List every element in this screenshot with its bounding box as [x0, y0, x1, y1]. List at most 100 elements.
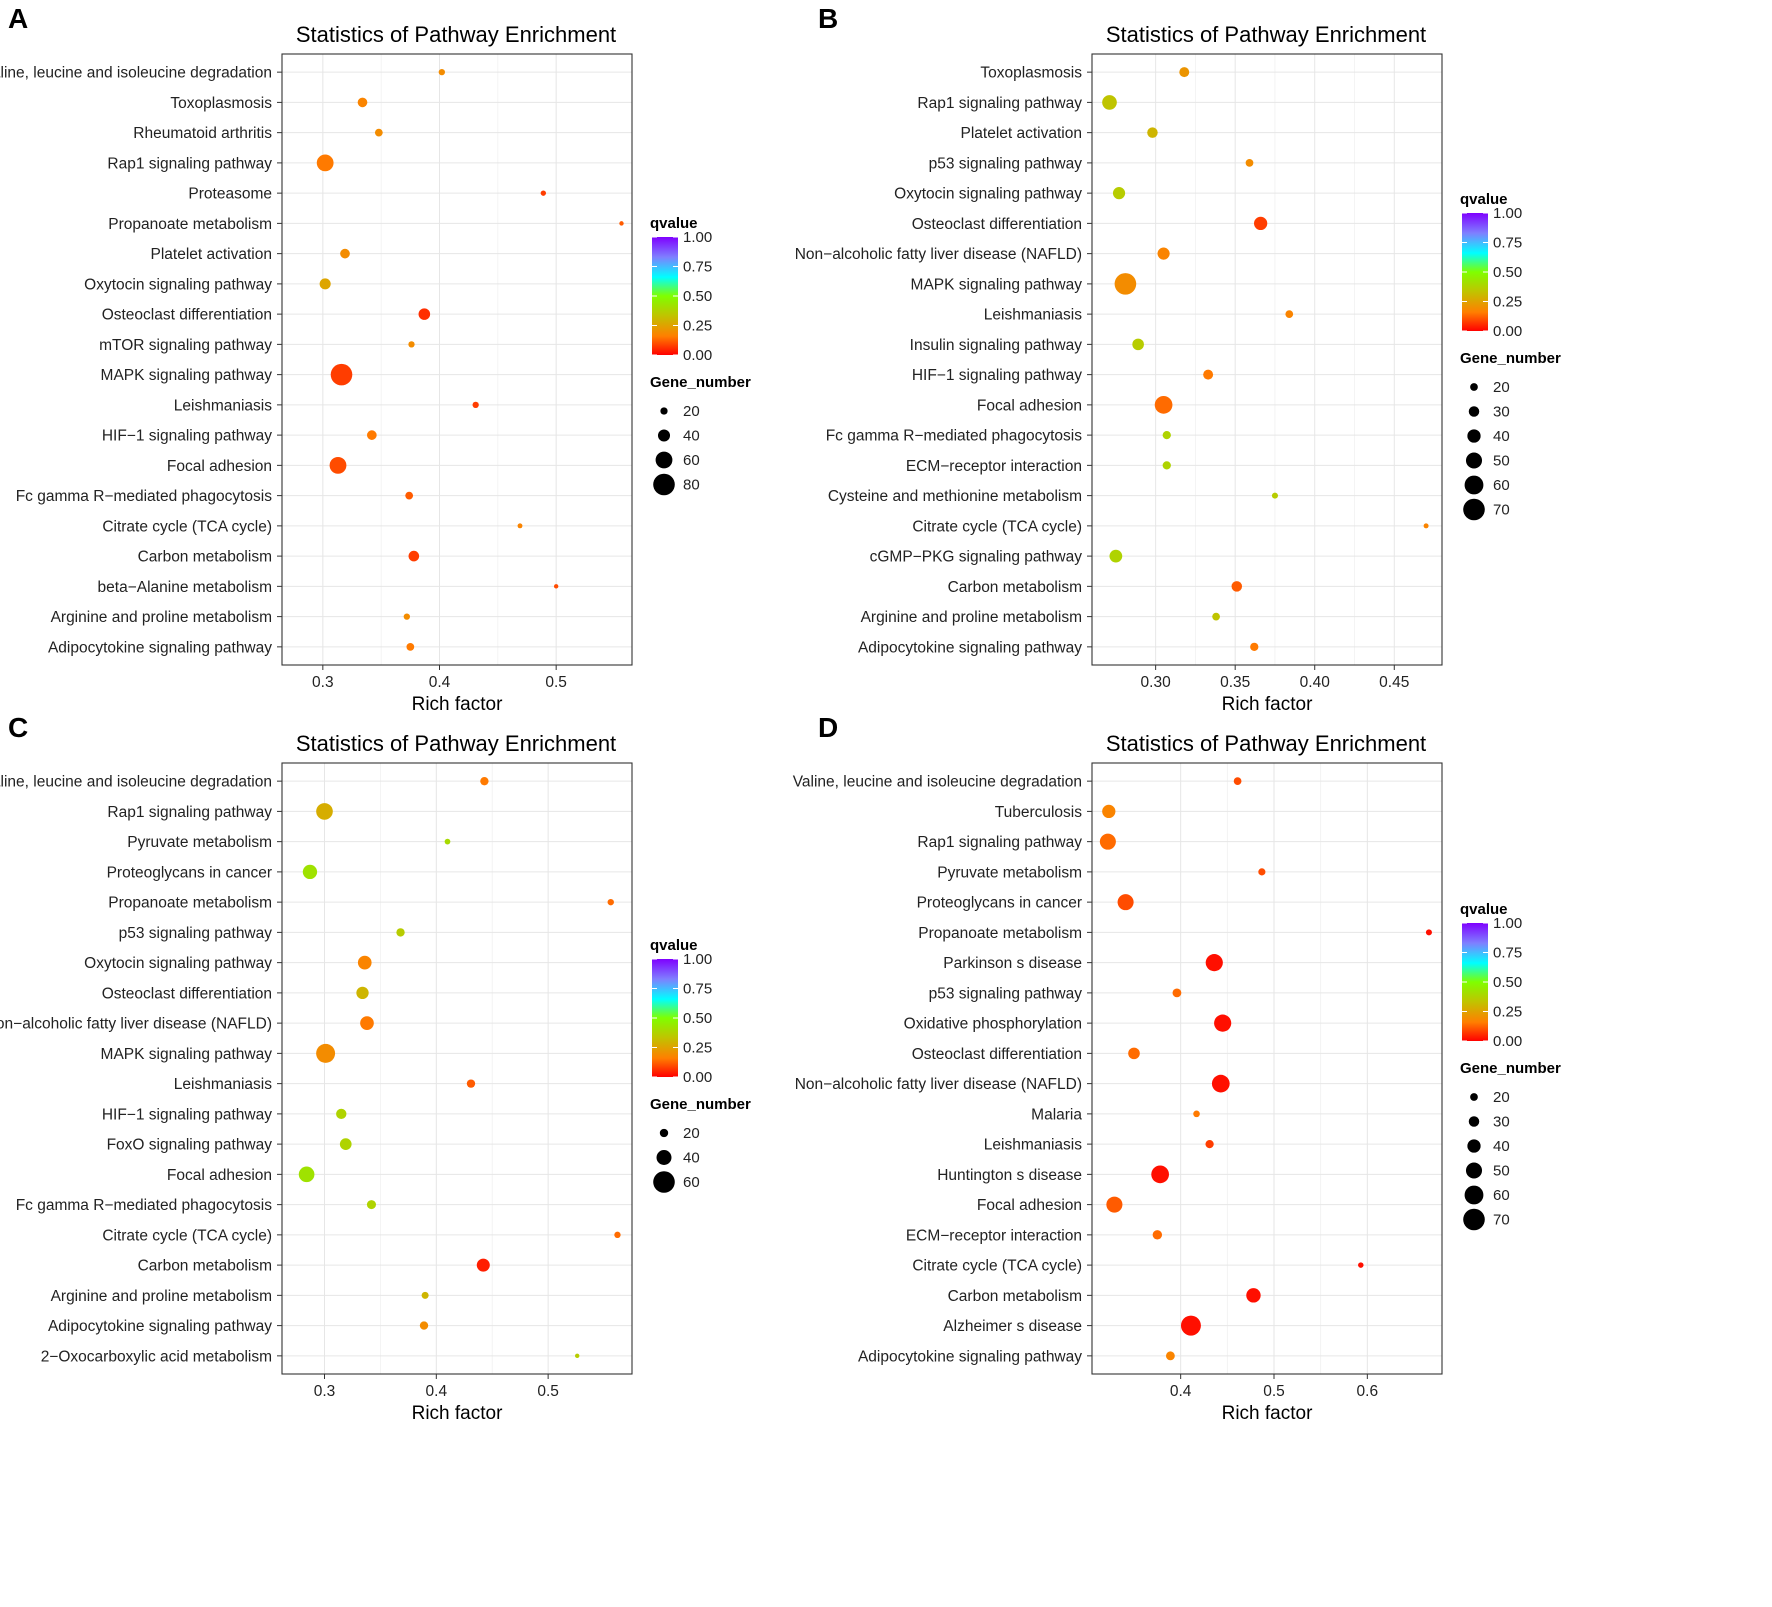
pathway-label: Platelet activation — [151, 246, 273, 263]
data-point — [1180, 1315, 1201, 1336]
data-point — [517, 523, 523, 529]
pathway-label: ECM−receptor interaction — [906, 1227, 1082, 1244]
pathway-label: HIF−1 signaling pathway — [102, 1106, 272, 1123]
panel-letter: D — [818, 712, 838, 743]
pathway-label: Oxytocin signaling pathway — [84, 955, 272, 972]
pathway-label: Carbon metabolism — [138, 549, 272, 566]
x-tick-label: 0.45 — [1379, 674, 1409, 691]
pathway-label: Osteoclast differentiation — [102, 307, 272, 324]
pathway-label: Parkinson s disease — [943, 955, 1082, 972]
data-point — [336, 1108, 347, 1120]
data-point — [540, 190, 547, 196]
size-legend-label: 40 — [1493, 428, 1510, 445]
x-axis-title: Rich factor — [1222, 1403, 1313, 1424]
data-point — [444, 838, 451, 845]
data-point — [408, 550, 420, 562]
size-legend-dot — [660, 407, 668, 415]
data-point — [339, 1138, 352, 1150]
colorbar-label: 1.00 — [683, 951, 712, 968]
x-tick-label: 0.4 — [426, 1383, 448, 1400]
pathway-label: p53 signaling pathway — [929, 155, 1083, 172]
x-tick-label: 0.6 — [1357, 1383, 1379, 1400]
data-point — [1128, 1047, 1140, 1060]
pathway-label: Oxidative phosphorylation — [904, 1016, 1082, 1033]
colorbar-label: 0.75 — [1493, 235, 1522, 252]
data-point — [1157, 247, 1170, 260]
data-point — [302, 864, 318, 880]
colorbar-label: 0.50 — [683, 288, 712, 305]
size-legend-dot — [653, 1171, 675, 1193]
pathway-label: Non−alcoholic fatty liver disease (NAFLD… — [795, 246, 1082, 263]
plot-title: Statistics of Pathway Enrichment — [1106, 731, 1426, 756]
plot-area — [1092, 763, 1442, 1374]
pathway-label: Citrate cycle (TCA cycle) — [102, 518, 272, 535]
size-legend-dot — [653, 473, 675, 496]
x-tick-label: 0.3 — [314, 1383, 336, 1400]
pathway-label: Non−alcoholic fatty liver disease (NAFLD… — [0, 1016, 272, 1033]
legend-qvalue-title: qvalue — [1460, 901, 1508, 918]
size-legend-label: 70 — [1493, 502, 1510, 519]
plot-border — [281, 53, 633, 666]
size-legend-dot — [1465, 1162, 1483, 1179]
x-axis-title: Rich factor — [412, 694, 503, 715]
size-legend-dot — [1468, 406, 1480, 417]
pathway-label: p53 signaling pathway — [929, 985, 1083, 1002]
data-point — [1245, 159, 1254, 167]
data-point — [1099, 833, 1116, 850]
colorbar-label: 1.00 — [1493, 205, 1522, 222]
data-point — [366, 1200, 376, 1210]
colorbar-label: 1.00 — [1493, 915, 1522, 932]
panel-letter: C — [8, 712, 28, 743]
data-point — [1165, 1351, 1175, 1361]
pathway-label: Leishmaniasis — [984, 307, 1082, 324]
pathway-label: Leishmaniasis — [174, 1076, 272, 1093]
size-legend-label: 30 — [1493, 404, 1510, 421]
data-point — [408, 341, 415, 348]
data-point — [356, 986, 369, 1000]
pathway-label: Propanoate metabolism — [108, 216, 272, 233]
pathway-label: FoxO signaling pathway — [107, 1137, 273, 1154]
x-tick-label: 0.40 — [1300, 674, 1331, 691]
panel-letter: B — [818, 3, 838, 34]
pathway-label: Adipocytokine signaling pathway — [48, 1318, 272, 1335]
pathway-label: Carbon metabolism — [948, 579, 1082, 596]
pathway-label: Pyruvate metabolism — [937, 864, 1082, 881]
data-point — [367, 430, 377, 440]
panel-a: A Statistics of Pathway Enrichment 0.3 0.4 0… — [0, 3, 751, 715]
size-legend-dot — [1470, 1093, 1478, 1101]
pathway-label: MAPK signaling pathway — [101, 367, 273, 384]
data-point — [1285, 310, 1294, 318]
data-point — [1211, 1074, 1230, 1093]
size-legend-label: 20 — [683, 403, 700, 420]
size-legend-dot — [1467, 429, 1481, 443]
plot-border — [1091, 762, 1443, 1375]
data-point — [1114, 273, 1137, 295]
panel-c: C Statistics of Pathway Enrichment 0.3 0.4 0… — [0, 712, 751, 1424]
pathway-label: Citrate cycle (TCA cycle) — [912, 518, 1082, 535]
pathway-label: Toxoplasmosis — [980, 65, 1082, 82]
pathway-label: Pyruvate metabolism — [127, 834, 272, 851]
size-legend-label: 40 — [683, 428, 700, 445]
colorbar-label: 0.25 — [1493, 1004, 1522, 1021]
plot-area — [282, 763, 632, 1374]
data-point — [1106, 1196, 1123, 1213]
data-point — [1205, 954, 1223, 972]
pathway-label: Oxytocin signaling pathway — [894, 186, 1082, 203]
panel-b: B Statistics of Pathway Enrichment 0.30 0.3… — [795, 3, 1561, 715]
colorbar-label: 1.00 — [683, 229, 712, 246]
colorbar-label: 0.00 — [1493, 323, 1522, 340]
plot-title: Statistics of Pathway Enrichment — [296, 731, 616, 756]
size-legend-dot — [1464, 475, 1484, 495]
pathway-label: Focal adhesion — [167, 458, 272, 475]
colorbar-label: 0.50 — [683, 1010, 712, 1027]
data-point — [319, 278, 331, 290]
data-point — [575, 1353, 580, 1359]
pathway-label: Fc gamma R−mediated phagocytosis — [16, 1197, 273, 1214]
legend-qvalue-title: qvalue — [1460, 191, 1508, 208]
data-point — [330, 363, 353, 386]
pathway-label: Fc gamma R−mediated phagocytosis — [16, 488, 273, 505]
pathway-label: beta−Alanine metabolism — [98, 579, 272, 596]
